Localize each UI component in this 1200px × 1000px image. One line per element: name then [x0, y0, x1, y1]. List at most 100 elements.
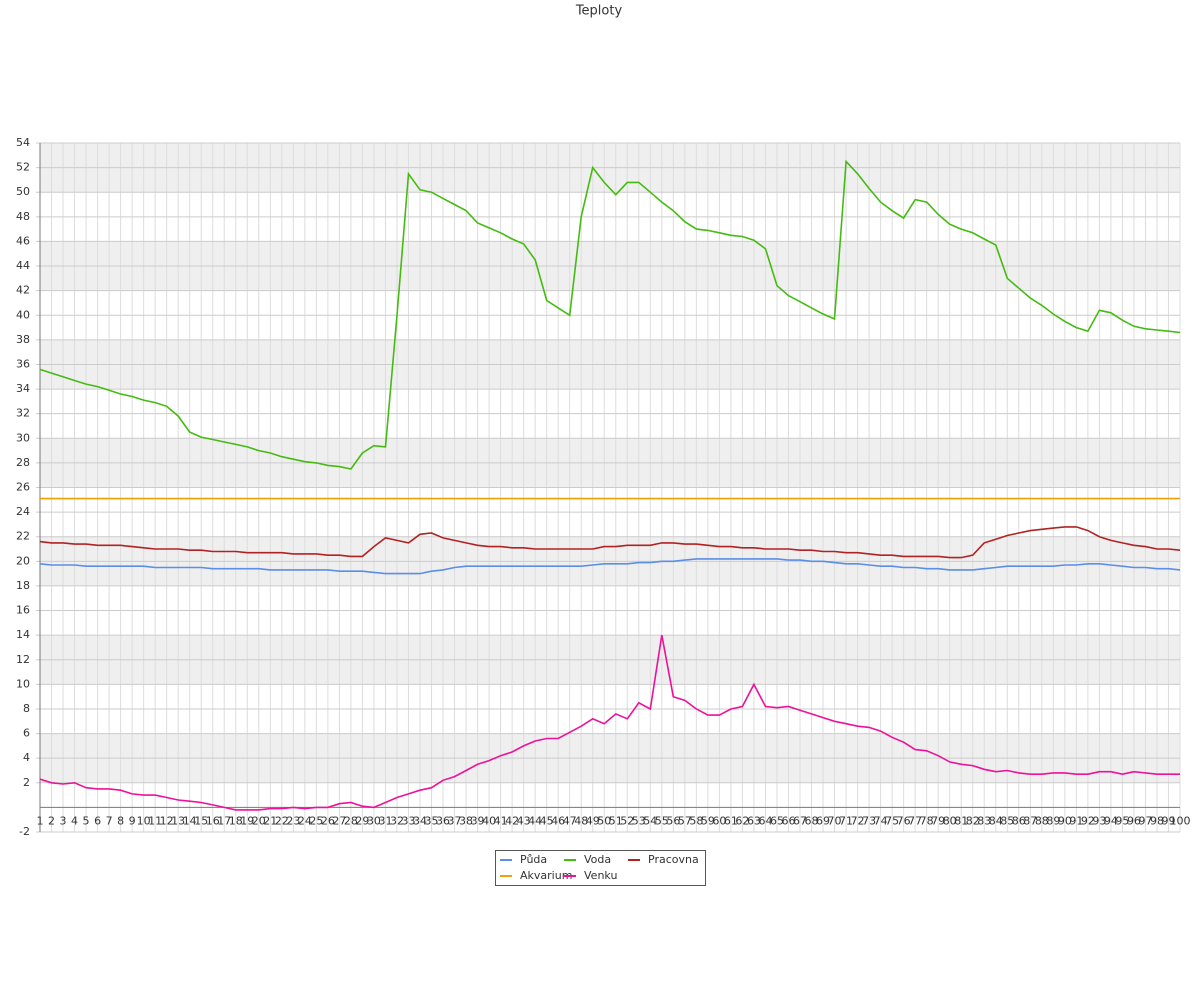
x-tick-label: 13 [171, 814, 185, 827]
x-tick-label: 52 [620, 814, 634, 827]
x-tick-label: 95 [1115, 814, 1129, 827]
y-tick-label: 26 [16, 481, 30, 494]
x-tick-label: 85 [1000, 814, 1014, 827]
y-tick-label: 12 [16, 653, 30, 666]
y-tick-label: 20 [16, 554, 30, 567]
x-tick-label: 46 [551, 814, 565, 827]
x-tick-label: 90 [1058, 814, 1072, 827]
y-tick-label: 8 [23, 702, 30, 715]
x-tick-label: 44 [528, 814, 542, 827]
y-tick-label: 30 [16, 431, 30, 444]
x-tick-label: 10 [137, 814, 151, 827]
y-tick-label: 42 [16, 284, 30, 297]
x-tick-label: 17 [217, 814, 231, 827]
x-tick-label: 97 [1138, 814, 1152, 827]
x-tick-label: 40 [482, 814, 496, 827]
x-tick-label: 42 [505, 814, 519, 827]
x-tick-label: 72 [851, 814, 865, 827]
x-tick-label: 47 [563, 814, 577, 827]
x-tick-label: 81 [954, 814, 968, 827]
x-tick-label: 14 [183, 814, 197, 827]
x-tick-label: 62 [735, 814, 749, 827]
x-tick-label: 51 [609, 814, 623, 827]
x-tick-label: 67 [793, 814, 807, 827]
legend-label: Půda [520, 853, 547, 866]
y-tick-label: 6 [23, 727, 30, 740]
x-tick-label: 50 [597, 814, 611, 827]
x-tick-label: 60 [712, 814, 726, 827]
y-tick-label: 36 [16, 357, 30, 370]
y-tick-label: 44 [16, 259, 30, 272]
x-tick-label: 33 [401, 814, 415, 827]
x-tick-label: 32 [390, 814, 404, 827]
x-tick-label: 76 [897, 814, 911, 827]
x-tick-label: 8 [117, 814, 124, 827]
series-line [39, 634, 1180, 811]
x-tick-label: 92 [1081, 814, 1095, 827]
x-tick-label: 79 [931, 814, 945, 827]
x-tick-label: 99 [1161, 814, 1175, 827]
x-tick-label: 63 [747, 814, 761, 827]
x-tick-label: 18 [229, 814, 243, 827]
x-tick-label: 29 [355, 814, 369, 827]
x-tick-label: 7 [106, 814, 113, 827]
chart-title: Teploty [575, 4, 623, 19]
y-tick-label: 34 [16, 382, 30, 395]
y-tick-label: -2 [19, 825, 30, 838]
x-tick-label: 9 [129, 814, 136, 827]
x-tick-label: 77 [908, 814, 922, 827]
x-tick-label: 23 [286, 814, 300, 827]
x-tick-label: 34 [413, 814, 427, 827]
y-tick-label: 52 [16, 161, 30, 174]
x-tick-label: 96 [1127, 814, 1141, 827]
x-tick-label: 61 [724, 814, 738, 827]
x-tick-label: 78 [920, 814, 934, 827]
x-tick-label: 36 [436, 814, 450, 827]
x-tick-label: 27 [332, 814, 346, 827]
x-tick-label: 45 [540, 814, 554, 827]
legend-label: Pracovna [648, 853, 699, 866]
legend-label: Akvarium [520, 869, 572, 882]
x-tick-label: 91 [1069, 814, 1083, 827]
x-tick-label: 35 [425, 814, 439, 827]
x-tick-label: 59 [701, 814, 715, 827]
x-tick-label: 26 [321, 814, 335, 827]
y-tick-label: 14 [16, 628, 30, 641]
x-tick-label: 25 [309, 814, 323, 827]
x-tick-label: 4 [71, 814, 78, 827]
x-tick-label: 37 [448, 814, 462, 827]
x-tick-label: 19 [240, 814, 254, 827]
x-tick-label: 16 [206, 814, 220, 827]
x-tick-label: 86 [1012, 814, 1026, 827]
x-tick-label: 98 [1150, 814, 1164, 827]
y-tick-label: 48 [16, 210, 30, 223]
x-tick-label: 57 [678, 814, 692, 827]
x-tick-label: 70 [828, 814, 842, 827]
y-tick-label: 22 [16, 530, 30, 543]
x-tick-label: 75 [885, 814, 899, 827]
x-tick-label: 94 [1104, 814, 1118, 827]
x-tick-label: 54 [643, 814, 657, 827]
x-tick-label: 48 [574, 814, 588, 827]
x-tick-label: 68 [805, 814, 819, 827]
y-tick-label: 54 [16, 136, 30, 149]
x-tick-label: 49 [586, 814, 600, 827]
x-tick-label: 83 [977, 814, 991, 827]
x-tick-label: 43 [517, 814, 531, 827]
x-tick-label: 28 [344, 814, 358, 827]
x-tick-label: 88 [1035, 814, 1049, 827]
x-tick-label: 30 [367, 814, 381, 827]
x-tick-label: 3 [60, 814, 67, 827]
x-tick-label: 64 [758, 814, 772, 827]
y-tick-label: 50 [16, 185, 30, 198]
x-tick-label: 22 [275, 814, 289, 827]
x-tick-label: 31 [378, 814, 392, 827]
x-tick-label: 80 [943, 814, 957, 827]
x-tick-label: 21 [263, 814, 277, 827]
x-tick-label: 93 [1092, 814, 1106, 827]
y-tick-label: 4 [23, 751, 30, 764]
x-tick-label: 74 [874, 814, 888, 827]
x-tick-label: 6 [94, 814, 101, 827]
x-tick-label: 15 [194, 814, 208, 827]
